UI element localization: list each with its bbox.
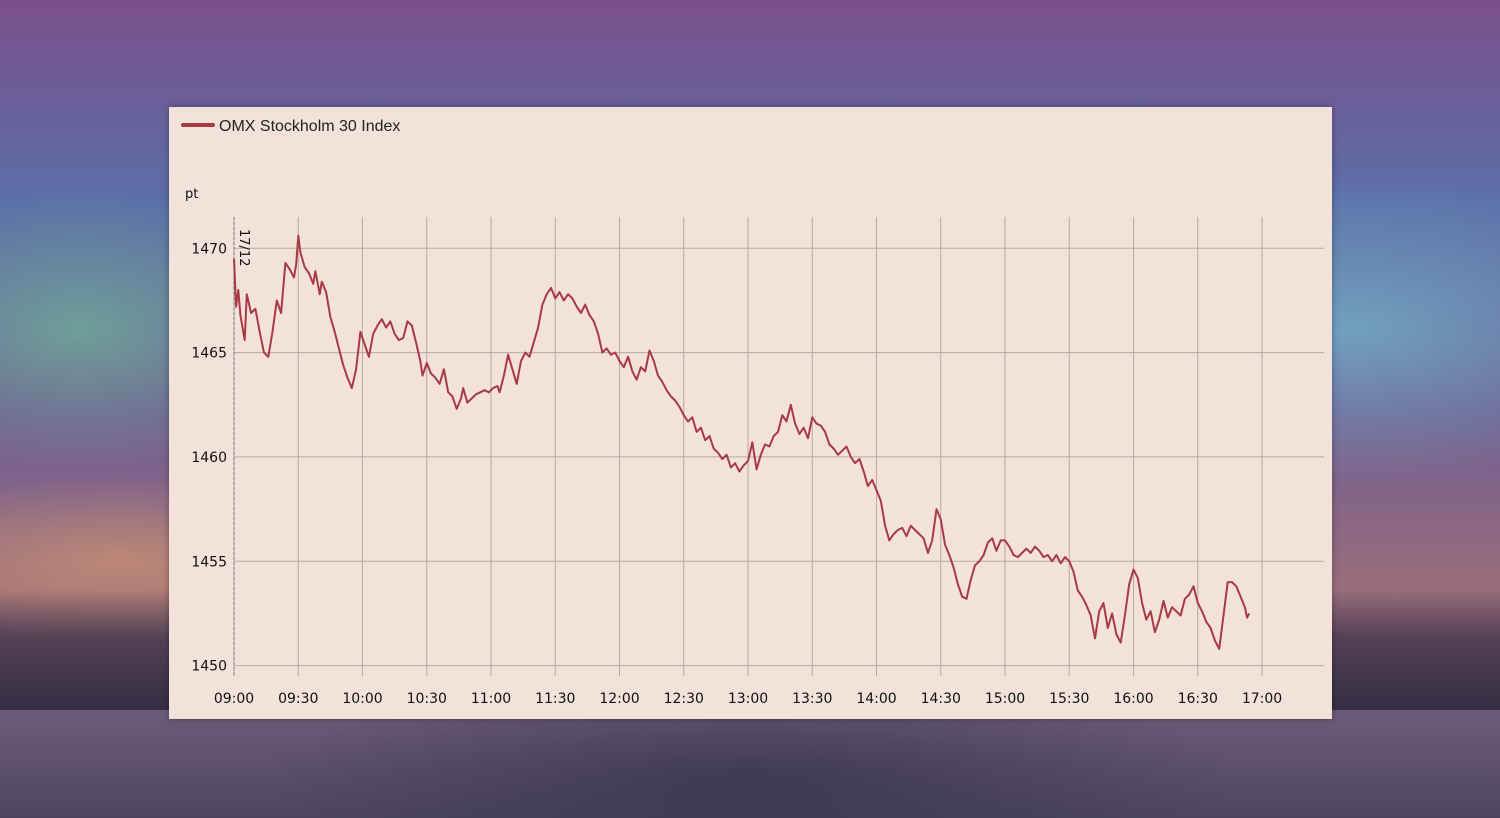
series-line [233, 234, 1251, 650]
y-axis-unit: pt [185, 187, 198, 202]
x-tick-label: 16:30 [1178, 691, 1218, 707]
date-marker-label: 17/12 [236, 229, 251, 266]
x-tick-label: 12:30 [664, 691, 704, 707]
date-marker: 17/12 [233, 217, 251, 676]
x-tick-label: 13:30 [792, 691, 832, 707]
legend: OMX Stockholm 30 Index [181, 118, 400, 135]
y-tick-label: 1450 [191, 659, 227, 675]
chart-card: OMX Stockholm 30 Index pt 1450 1455 1460 14… [169, 107, 1332, 719]
y-tick-label: 1470 [191, 241, 227, 257]
y-tick-label: 1465 [191, 346, 227, 362]
legend-label: OMX Stockholm 30 Index [219, 118, 400, 135]
x-tick-label: 13:00 [728, 691, 768, 707]
x-tick-label: 12:00 [599, 691, 639, 707]
x-tick-label: 15:30 [1049, 691, 1089, 707]
x-axis-ticks: 09:00 09:30 10:00 10:30 11:00 11:30 12:00 12:30… [214, 691, 1282, 707]
grid [233, 217, 1324, 676]
x-tick-label: 17:00 [1242, 691, 1282, 707]
series-layer [233, 234, 1251, 650]
x-tick-label: 14:30 [921, 691, 961, 707]
x-tick-label: 15:00 [985, 691, 1025, 707]
x-tick-label: 09:00 [214, 691, 254, 707]
x-tick-label: 10:30 [407, 691, 447, 707]
y-tick-label: 1460 [191, 450, 227, 466]
y-tick-label: 1455 [191, 554, 227, 570]
x-tick-label: 10:00 [342, 691, 382, 707]
y-axis-ticks: 1450 1455 1460 1465 1470 [191, 241, 227, 674]
x-tick-label: 09:30 [278, 691, 318, 707]
x-tick-label: 14:00 [856, 691, 896, 707]
line-chart: OMX Stockholm 30 Index pt 14501455146014… [181, 118, 1324, 707]
x-tick-label: 11:00 [471, 691, 511, 707]
x-tick-label: 11:30 [535, 691, 575, 707]
x-tick-label: 16:00 [1113, 691, 1153, 707]
